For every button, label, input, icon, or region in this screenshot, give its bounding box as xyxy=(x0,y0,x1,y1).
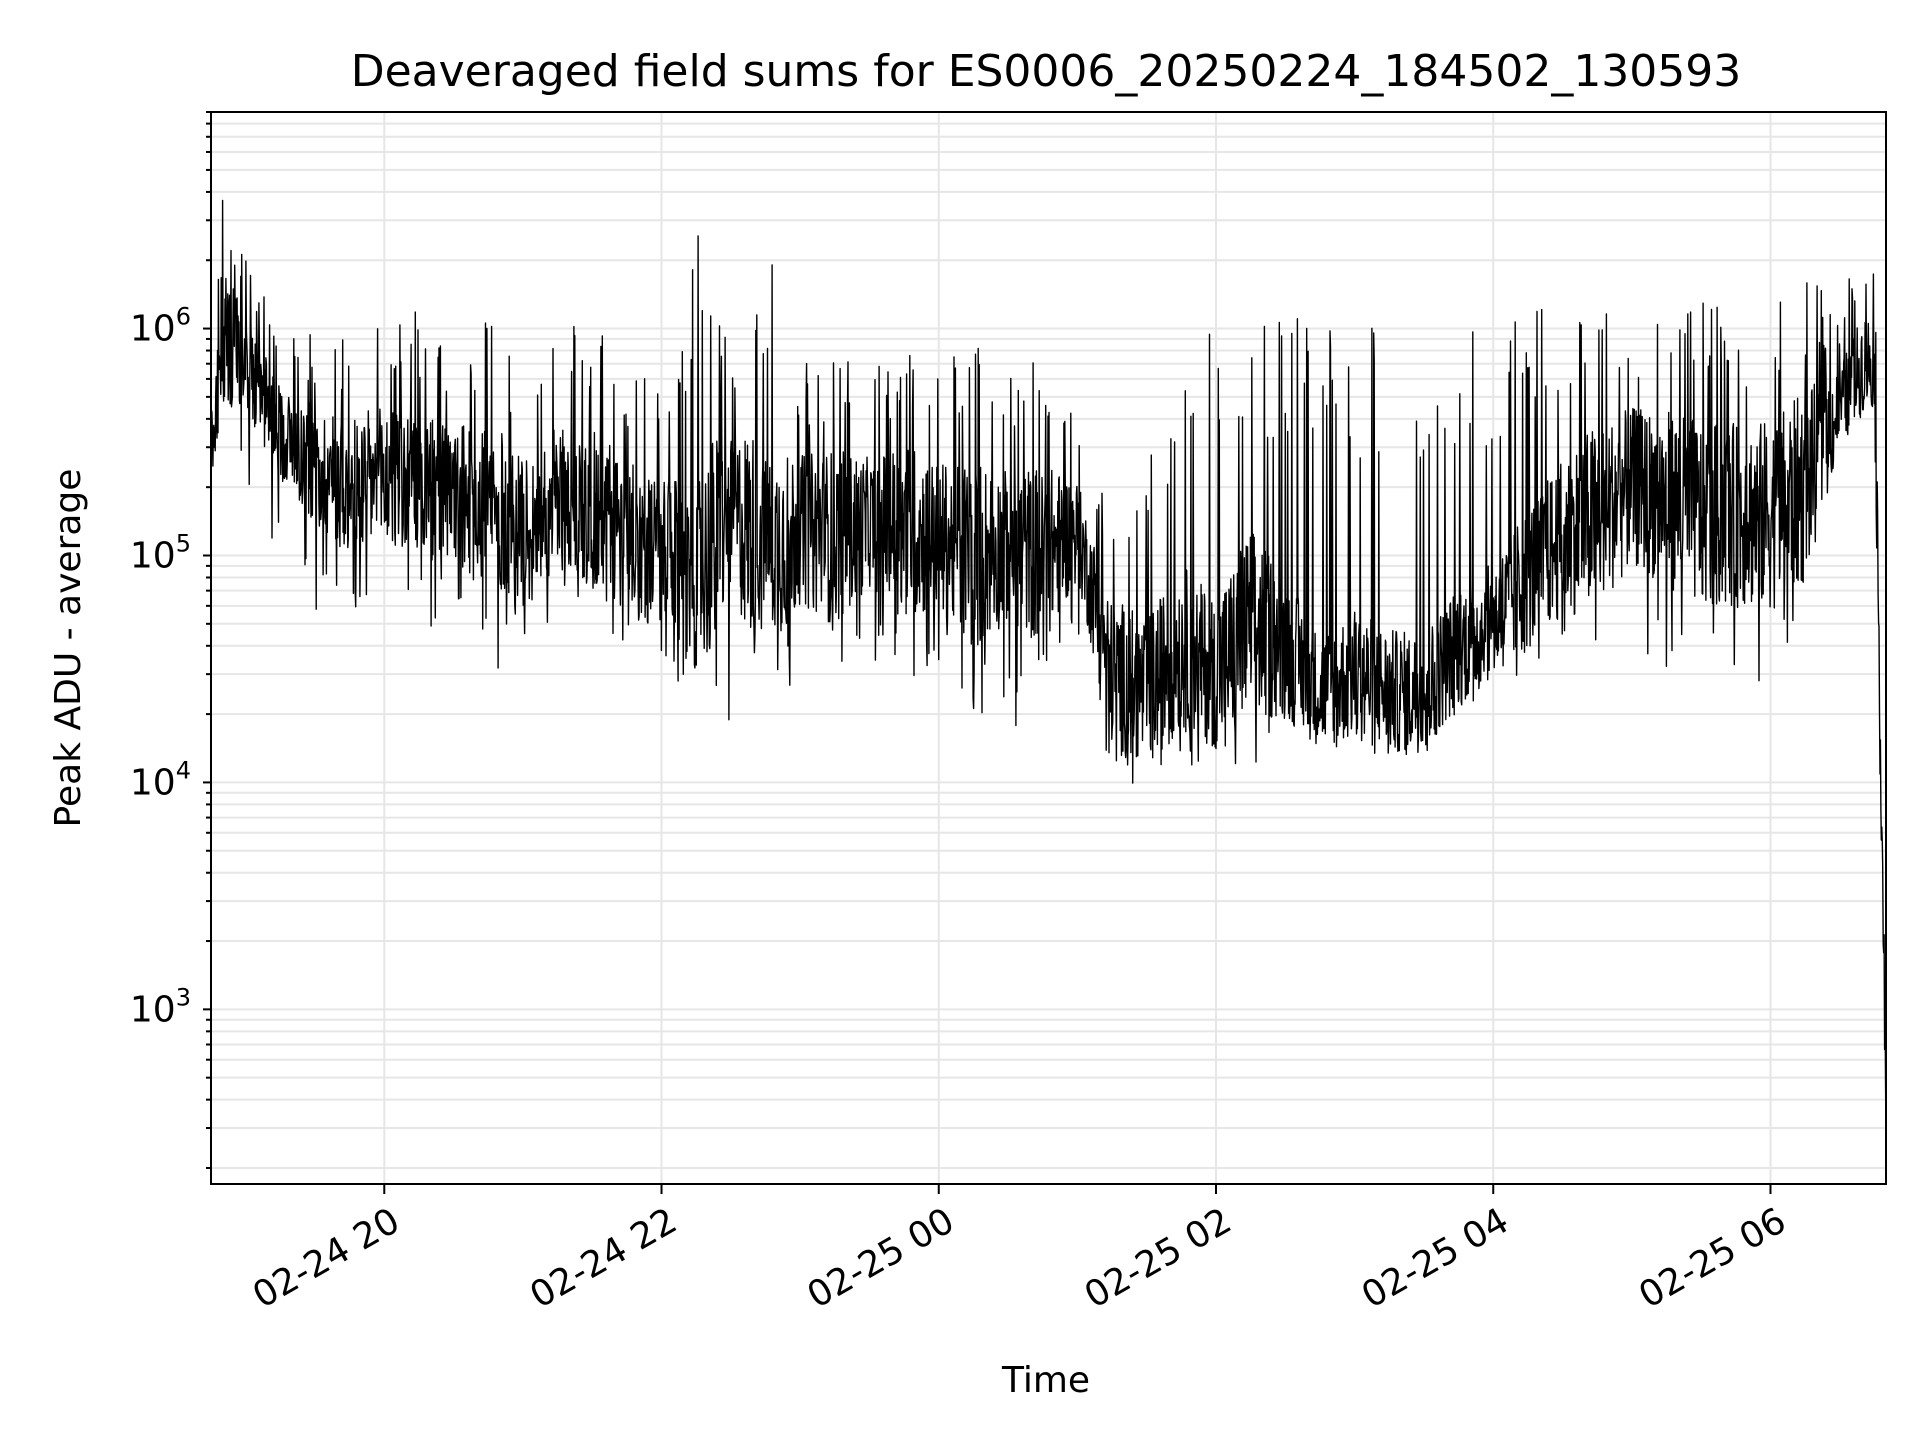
x-tick-label: 02-25 06 xyxy=(1632,1200,1793,1316)
grid-lines xyxy=(211,111,1886,1184)
y-tick-label: 106 xyxy=(130,303,191,350)
x-tick-label: 02-25 02 xyxy=(1078,1200,1239,1316)
x-tick-label: 02-24 20 xyxy=(246,1200,407,1316)
x-tick-label: 02-25 04 xyxy=(1355,1200,1516,1316)
y-tick-label: 105 xyxy=(130,529,191,576)
series-line xyxy=(210,199,1887,1140)
x-axis-label: Time xyxy=(1001,1360,1090,1401)
series-layer xyxy=(210,199,1887,1140)
x-tick-label: 02-24 22 xyxy=(523,1200,684,1316)
y-tick-label: 103 xyxy=(130,983,191,1030)
chart-title: Deaveraged field sums for ES0006_2025022… xyxy=(351,46,1742,97)
x-tick-label: 02-25 00 xyxy=(801,1200,962,1316)
plot-frame xyxy=(210,111,1887,1185)
y-axis-label: Peak ADU - average xyxy=(48,469,89,828)
y-tick-label: 104 xyxy=(130,756,191,803)
